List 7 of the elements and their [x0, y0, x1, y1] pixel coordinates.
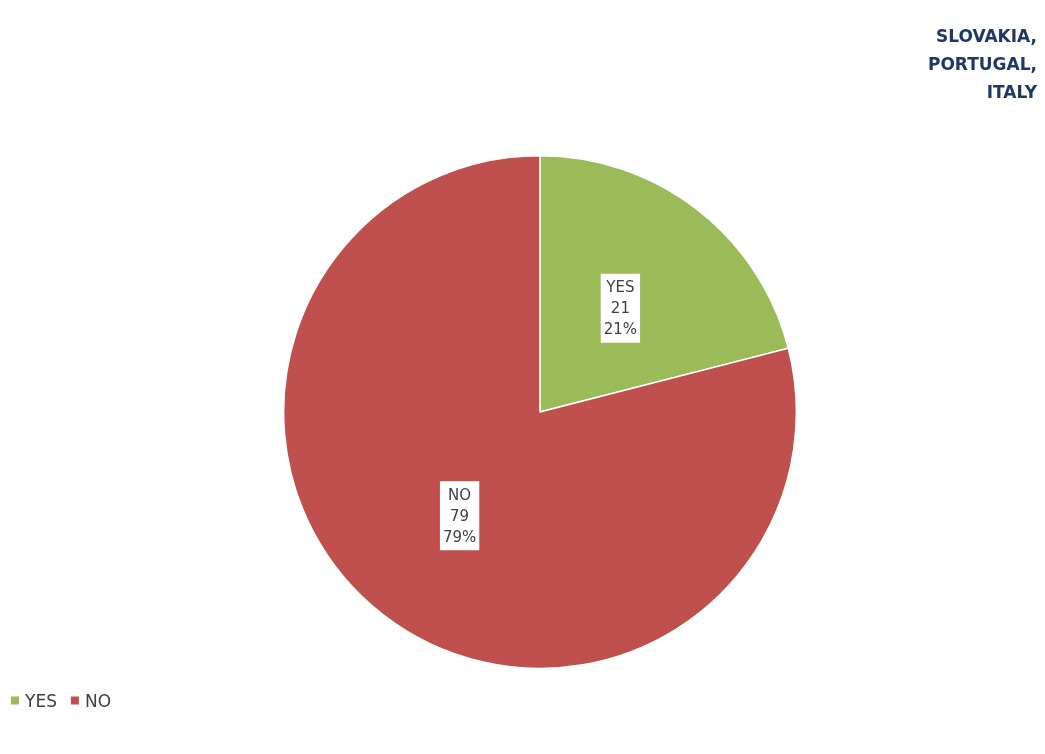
text: SLOVAKIA, PORTUGAL, ITALY — [927, 26, 1038, 102]
slice-label: YES — [605, 278, 635, 297]
legend-label: NO — [84, 690, 112, 711]
legend-label: YES — [24, 690, 57, 711]
slice-label: NO — [448, 485, 472, 504]
data-label: 21 21% — [603, 299, 638, 339]
data-label: 79 79% — [442, 506, 477, 546]
